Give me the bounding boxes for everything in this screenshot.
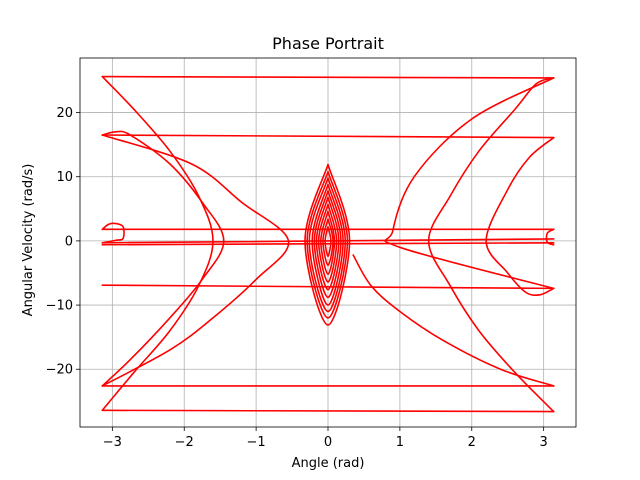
y-tick-label: −20	[46, 363, 73, 378]
trajectory-line	[101, 284, 555, 290]
trajectory-line	[545, 228, 555, 246]
y-axis-label: Angular Velocity (rad/s)	[21, 164, 36, 317]
x-tick-label: 3	[540, 435, 548, 450]
trajectory-line	[101, 242, 555, 246]
trajectory-line	[101, 130, 225, 387]
x-tick-label: 0	[324, 435, 332, 450]
trajectory-line	[485, 136, 555, 297]
trajectory-line	[324, 225, 332, 258]
y-tick-label: 20	[56, 106, 73, 121]
x-tick-label: −2	[175, 435, 194, 450]
x-axis-label: Angle (rad)	[292, 456, 365, 471]
trajectory-line	[315, 196, 340, 291]
y-tick-label: 0	[65, 234, 73, 249]
trajectory-line	[101, 238, 555, 244]
trajectory-line	[101, 222, 125, 244]
x-tick-label: −3	[103, 435, 122, 450]
trajectory-line	[101, 134, 555, 139]
trajectory-line	[427, 77, 555, 413]
trajectory-line	[384, 77, 555, 290]
trajectory-line	[304, 163, 351, 326]
trajectory-line	[322, 218, 334, 267]
y-tick-label: −10	[46, 299, 73, 314]
x-tick-label: 2	[468, 435, 476, 450]
chart-title: Phase Portrait	[272, 34, 384, 53]
trajectory-line	[313, 190, 342, 299]
trajectory-line	[101, 75, 214, 412]
trajectory-line	[317, 203, 338, 283]
trajectory-line	[320, 210, 336, 276]
plot-area	[101, 75, 555, 413]
trajectory-line	[308, 177, 347, 313]
y-tick-label: 10	[56, 170, 73, 185]
x-tick-label: −1	[247, 435, 266, 450]
x-tick-label: 1	[396, 435, 404, 450]
trajectory-line	[306, 170, 349, 319]
trajectory-line	[352, 254, 555, 387]
trajectory-line	[101, 409, 555, 413]
trajectory-line	[101, 75, 555, 79]
trajectory-line	[311, 183, 344, 306]
trajectory-line	[101, 134, 290, 387]
